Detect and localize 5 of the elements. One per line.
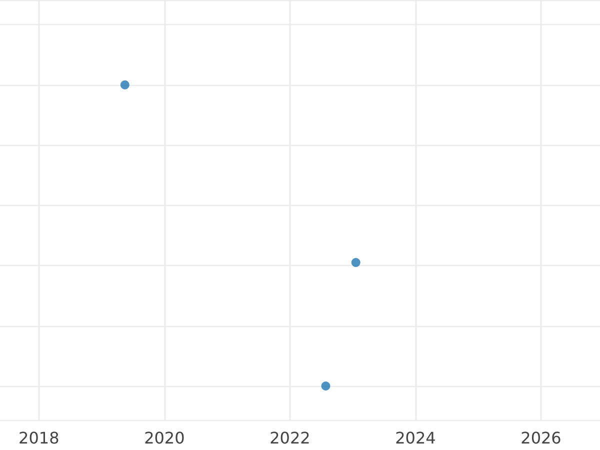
x-tick-label: 2022 xyxy=(270,428,310,448)
x-tick-label: 2024 xyxy=(395,428,436,448)
x-tick-label: 2018 xyxy=(18,428,60,448)
x-tick-label: 2020 xyxy=(144,428,185,448)
x-tick-label: 2026 xyxy=(520,428,562,448)
